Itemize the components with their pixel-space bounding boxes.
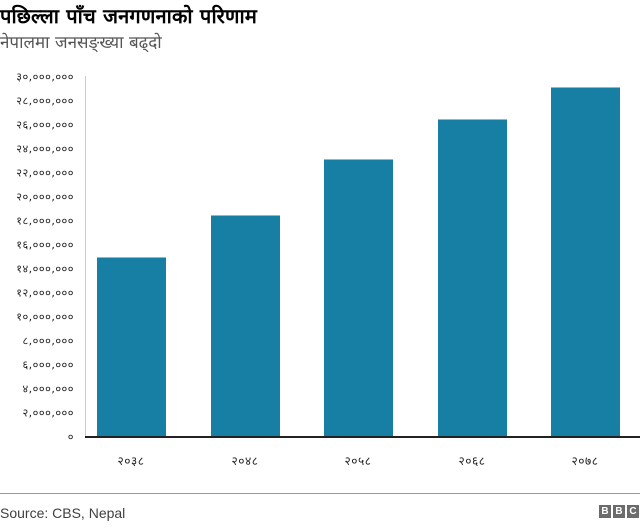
chart-subtitle: नेपालमा जनसङ्ख्या बढ्दो	[0, 33, 162, 53]
bar	[96, 257, 166, 437]
y-tick-label: १६,०००,०००	[16, 238, 74, 252]
y-tick-label: ३०,०००,०००	[16, 70, 74, 84]
bar	[210, 215, 280, 437]
bbc-logo-letter: C	[627, 505, 639, 518]
y-tick-label: २६,०००,०००	[16, 118, 74, 132]
x-tick-label: २०६८	[458, 454, 486, 468]
y-tick-label: ८,०००,०००	[22, 334, 74, 348]
y-tick-label: २०,०००,०००	[16, 190, 74, 204]
y-tick-label: १८,०००,०००	[16, 214, 74, 228]
bbc-logo-letter: B	[599, 505, 611, 518]
y-tick-label: १४,०००,०००	[16, 262, 74, 276]
footer-divider	[0, 493, 640, 494]
x-tick-label: २०३८	[117, 454, 145, 468]
bar	[550, 86, 620, 437]
y-axis-line	[85, 76, 86, 437]
y-tick-label: २४,०००,०००	[16, 142, 74, 156]
bbc-logo-letter: B	[613, 505, 625, 518]
y-tick-label: २८,०००,०००	[16, 94, 74, 108]
y-tick-label: २,०००,०००	[22, 406, 74, 420]
y-tick-label: १०,०००,०००	[16, 310, 74, 324]
y-tick-label: ४,०००,०००	[22, 382, 74, 396]
source-note: Source: CBS, Nepal	[0, 505, 126, 521]
y-tick-label: ६,०००,०००	[22, 358, 74, 372]
y-tick-label: २२,०००,०००	[16, 166, 74, 180]
bar	[437, 119, 507, 437]
bar	[323, 158, 393, 437]
bbc-logo: B B C	[599, 505, 639, 518]
x-tick-label: २०५८	[344, 454, 372, 468]
x-tick-label: २०४८	[231, 454, 259, 468]
chart-title: पछिल्ला पाँच जनगणनाको परिणाम	[0, 4, 258, 28]
x-tick-label: २०७८	[571, 454, 599, 468]
y-tick-label: ०	[67, 430, 74, 444]
x-axis-baseline	[85, 436, 640, 438]
y-tick-label: १२,०००,०००	[16, 286, 74, 300]
